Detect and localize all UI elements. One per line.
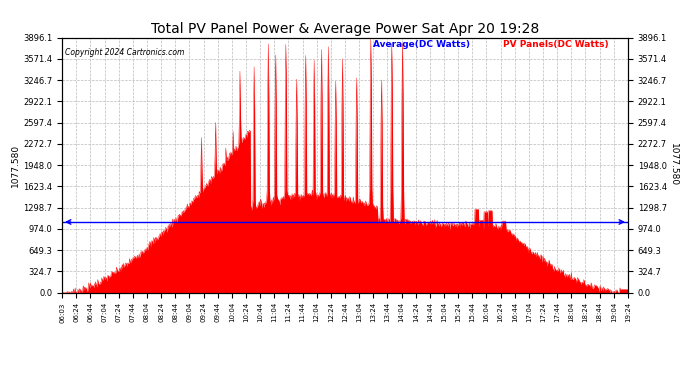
Text: PV Panels(DC Watts): PV Panels(DC Watts): [504, 40, 609, 49]
Y-axis label: 1077.580: 1077.580: [11, 144, 20, 187]
Text: Average(DC Watts): Average(DC Watts): [373, 40, 471, 49]
Text: Copyright 2024 Cartronics.com: Copyright 2024 Cartronics.com: [65, 48, 184, 57]
Title: Total PV Panel Power & Average Power Sat Apr 20 19:28: Total PV Panel Power & Average Power Sat…: [151, 22, 539, 36]
Y-axis label: 1077.580: 1077.580: [669, 144, 678, 187]
